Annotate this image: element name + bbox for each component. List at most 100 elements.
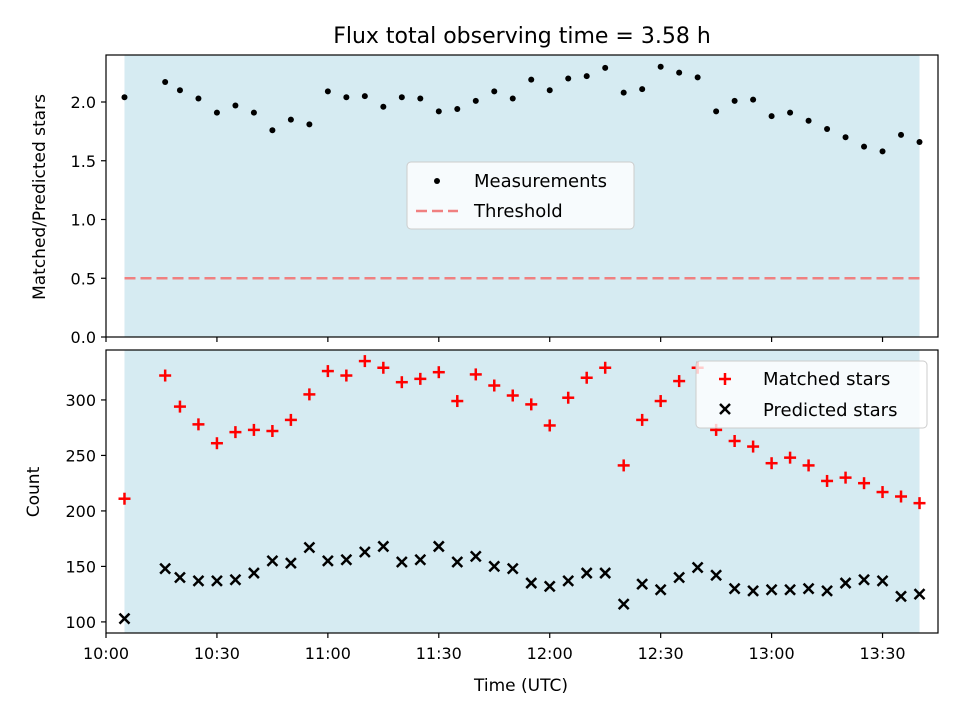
matched-star-point <box>562 391 575 404</box>
measurement-point <box>435 108 442 115</box>
matched-star-point <box>321 365 334 378</box>
ratio-x-ticks <box>105 337 884 342</box>
matched-star-point <box>469 368 482 381</box>
predicted-star-point <box>654 583 667 596</box>
y-tick-label: 300 <box>65 391 96 410</box>
measurement-point <box>768 113 775 120</box>
matched-star-point <box>895 490 908 503</box>
x-tick-label: 13:00 <box>749 644 795 663</box>
predicted-star-point <box>895 590 907 603</box>
count-panel: 10:00 10:30 11:00 11:30 12:00 12:30 13:00 13:30… <box>24 349 939 696</box>
matched-star-point <box>377 361 390 374</box>
measurement-point <box>713 108 720 115</box>
measurement-point <box>306 121 313 128</box>
measurement-point <box>916 138 923 145</box>
predicted-star-point <box>285 557 297 569</box>
predicted-stars-points <box>118 540 926 625</box>
x-axis-label: Time (UTC) <box>473 676 568 696</box>
y-tick-label: 0.0 <box>71 328 96 347</box>
measurement-point <box>583 73 590 80</box>
legend-threshold-label: Threshold <box>473 201 563 222</box>
x-tick-label: 10:30 <box>194 644 240 663</box>
measurement-point <box>380 103 387 110</box>
ratio-legend-box <box>406 161 635 230</box>
y-tick-label: 1.5 <box>71 152 96 171</box>
predicted-star-point <box>673 571 686 584</box>
measurement-point <box>879 148 886 155</box>
predicted-star-point <box>340 553 353 566</box>
predicted-star-point <box>211 574 223 587</box>
matched-star-point <box>728 435 741 448</box>
measurement-point <box>676 69 683 76</box>
x-tick-label: 10:00 <box>83 644 129 663</box>
predicted-star-point <box>266 554 279 567</box>
predicted-star-point <box>617 598 630 611</box>
predicted-star-point <box>469 550 482 563</box>
measurement-point <box>343 94 350 101</box>
matched-star-point <box>543 419 556 432</box>
measurement-point <box>731 97 738 104</box>
predicted-star-point <box>691 561 704 574</box>
measurement-point <box>162 79 169 86</box>
matched-star-point <box>395 376 408 389</box>
measurement-point <box>176 87 183 94</box>
y-tick-label: 200 <box>65 502 96 521</box>
matched-star-point <box>821 474 834 487</box>
legend-predicted-marker <box>719 403 731 415</box>
measurement-point <box>787 109 794 116</box>
matched-star-point <box>414 372 427 385</box>
matched-star-point <box>654 395 667 408</box>
ratio-y-axis-label: Matched/Predicted stars <box>30 94 50 300</box>
count-panel-frame <box>105 349 939 634</box>
legend-measurement-marker <box>434 178 440 184</box>
measurement-point <box>454 106 461 113</box>
legend-predicted-label: Predicted stars <box>763 400 897 421</box>
predicted-star-point <box>821 584 833 597</box>
count-x-ticks: 10:00 10:30 11:00 11:30 12:00 12:30 13:00 13:30 <box>83 633 906 663</box>
y-tick-label: 250 <box>65 446 96 465</box>
matched-star-point <box>617 459 630 472</box>
measurement-point <box>805 117 812 124</box>
matched-star-point <box>858 477 871 490</box>
count-y-ticks: 100 150 200 250 300 <box>65 391 106 632</box>
predicted-star-point <box>543 580 556 593</box>
measurement-point <box>750 96 757 103</box>
measurement-point <box>195 95 202 102</box>
x-tick-label: 12:00 <box>527 644 573 663</box>
matched-star-point <box>636 413 649 426</box>
predicted-star-point <box>802 582 815 595</box>
measurement-point <box>361 93 368 100</box>
x-tick-label: 11:30 <box>416 644 462 663</box>
predicted-star-point <box>876 574 889 587</box>
matched-star-point <box>525 398 538 411</box>
predicted-star-point <box>747 584 759 597</box>
matched-star-point <box>266 425 279 438</box>
measurement-point <box>602 64 609 71</box>
x-tick-label: 12:30 <box>638 644 684 663</box>
matched-star-point <box>358 355 371 368</box>
measurement-point <box>546 87 553 94</box>
measurement-point <box>694 74 701 81</box>
measurement-point <box>861 143 868 150</box>
y-tick-label: 2.0 <box>71 93 96 112</box>
measurement-point <box>213 109 220 116</box>
legend-matched-label: Matched stars <box>763 369 890 390</box>
predicted-star-point <box>229 573 242 586</box>
measurement-point <box>269 127 276 134</box>
ratio-panel: 0.00.51.01.52.0 Matched/Predicted stars … <box>30 54 939 347</box>
predicted-star-point <box>414 553 427 566</box>
matched-star-point <box>210 437 223 450</box>
measurement-point <box>250 109 257 116</box>
matched-star-point <box>432 366 445 379</box>
predicted-star-point <box>765 583 778 596</box>
predicted-star-point <box>562 574 575 587</box>
legend-measurements-label: Measurements <box>474 171 607 192</box>
matched-star-point <box>599 361 612 374</box>
measurement-point <box>491 88 498 95</box>
measurement-point <box>565 75 572 82</box>
matched-star-point <box>747 440 760 453</box>
predicted-star-point <box>174 571 186 584</box>
matched-star-point <box>247 423 260 436</box>
measurement-point <box>842 134 849 141</box>
